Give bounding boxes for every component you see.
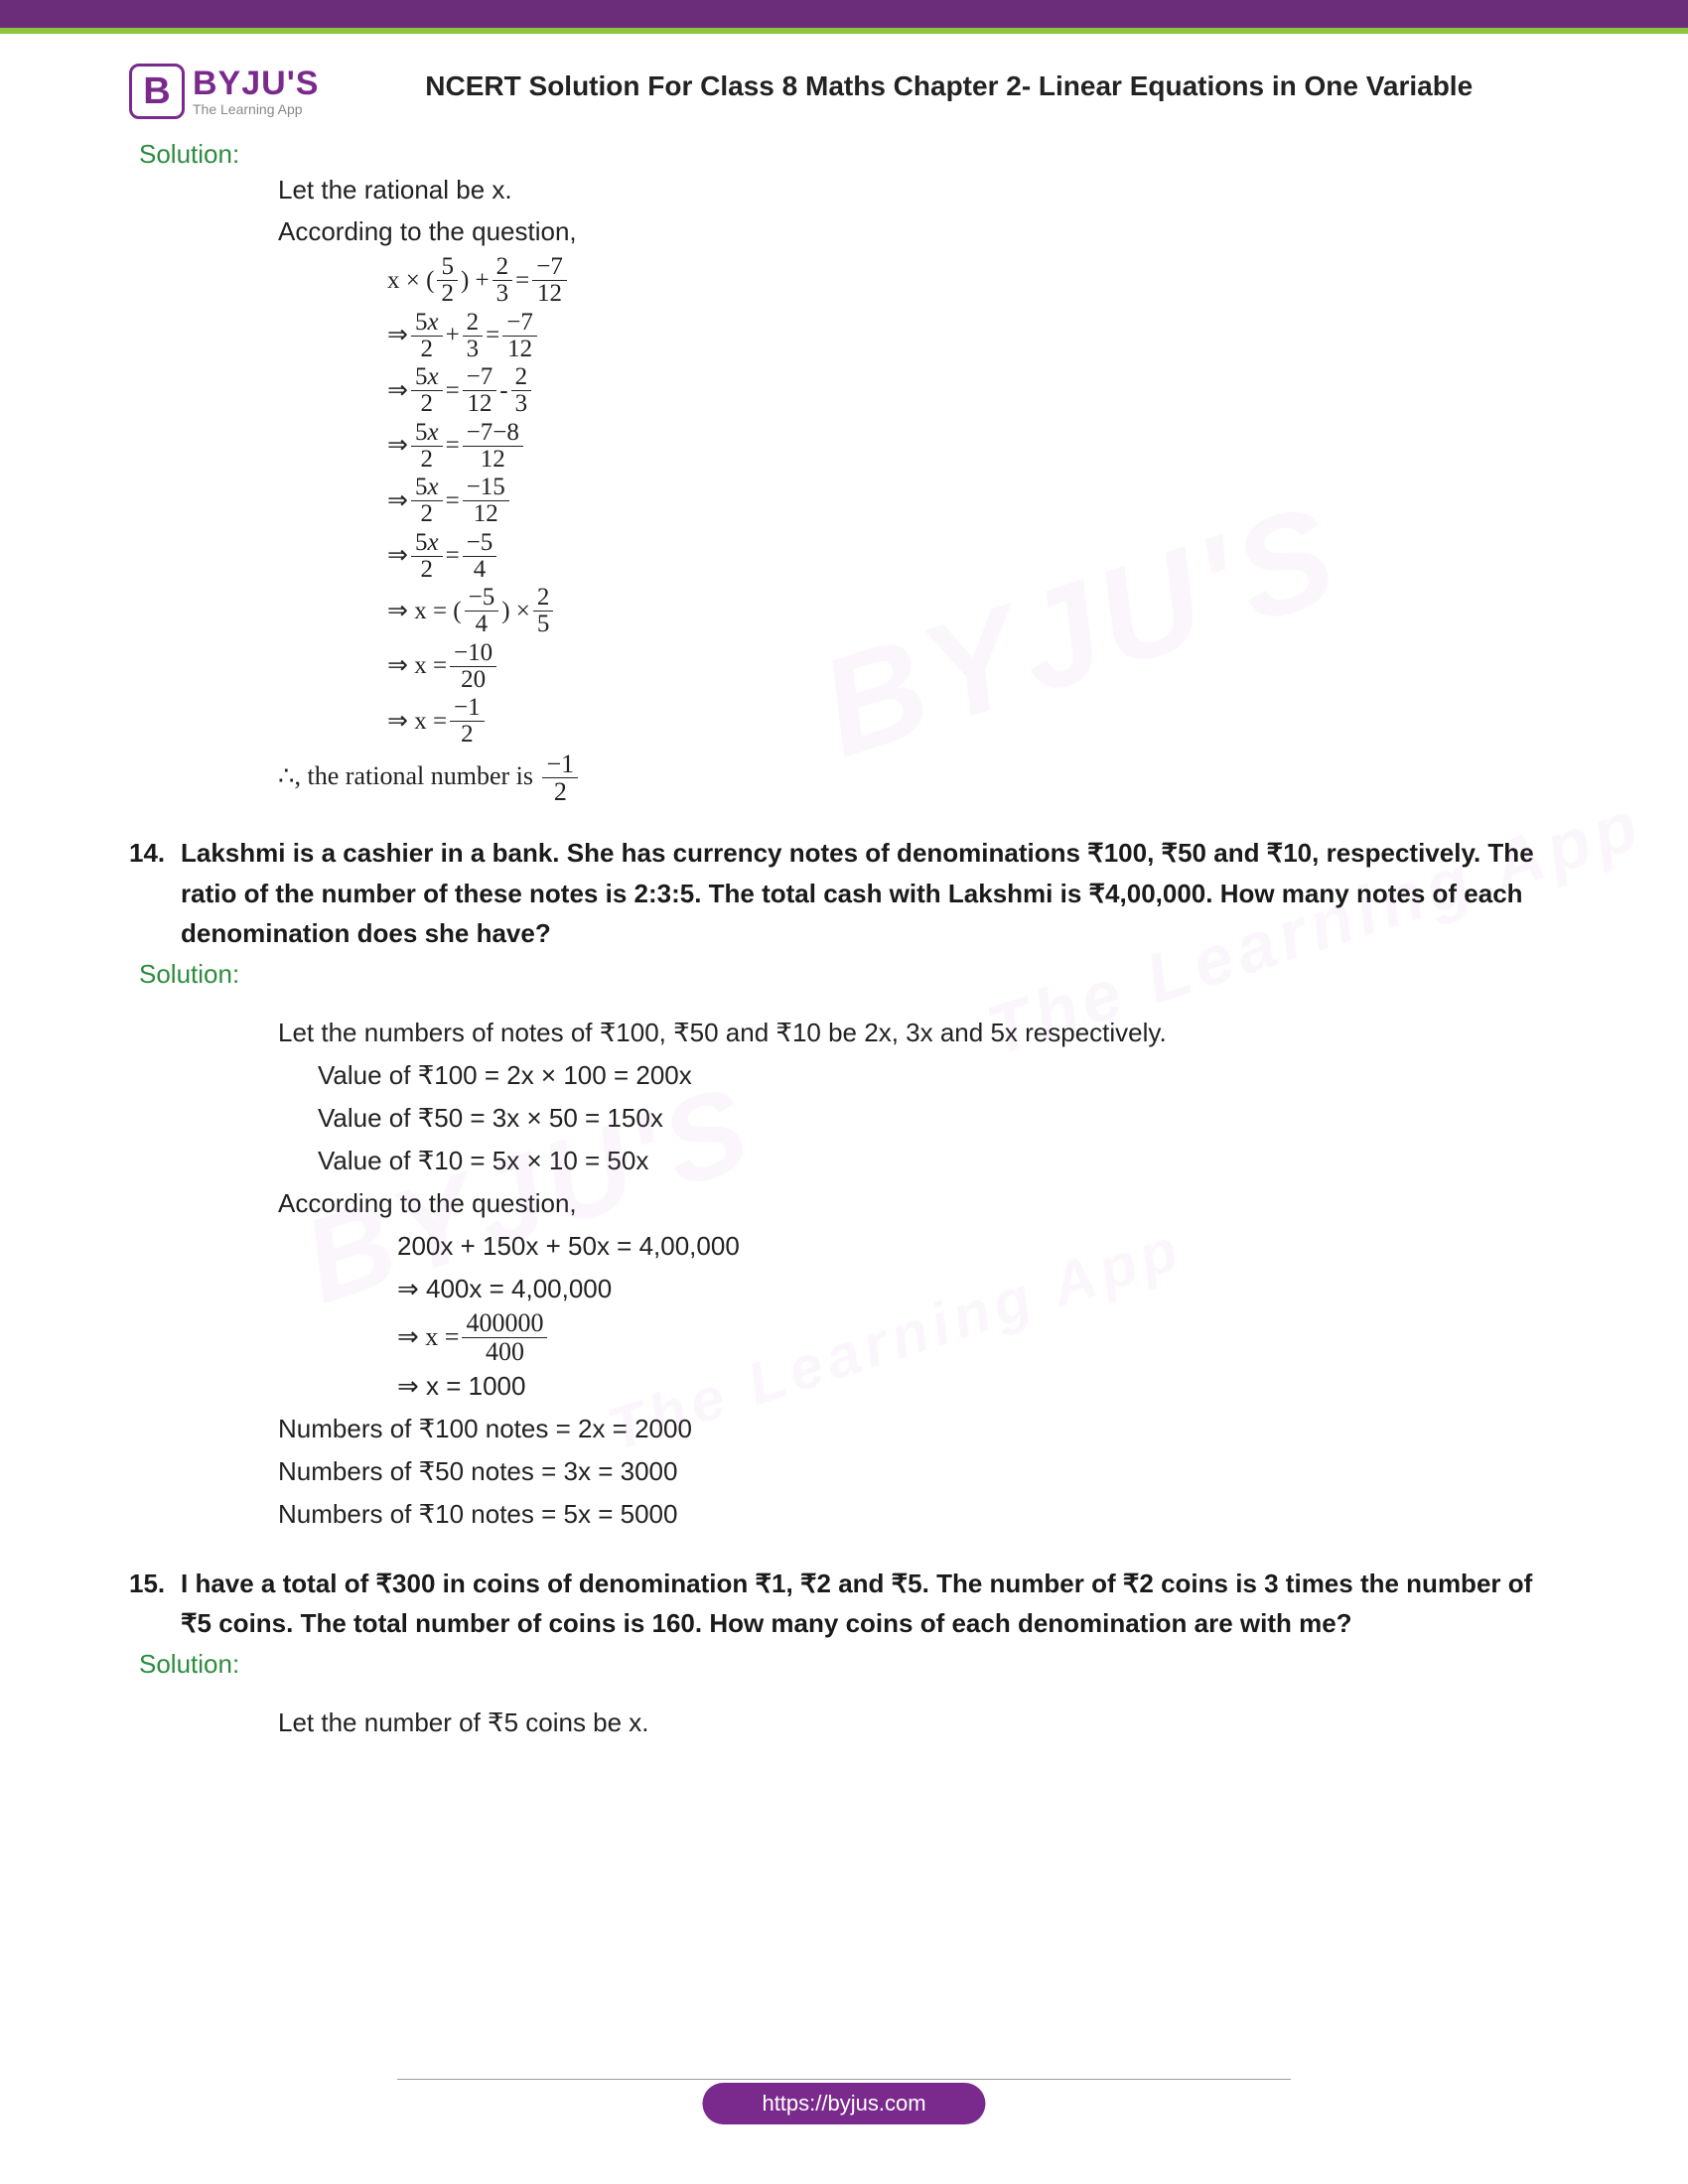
q14-line: Numbers of ₹10 notes = 5x = 5000 bbox=[278, 1493, 1559, 1536]
top-purple-bar bbox=[0, 0, 1688, 28]
question-14: 14. Lakshmi is a cashier in a bank. She … bbox=[129, 833, 1559, 953]
solution-label: Solution: bbox=[139, 1649, 1559, 1680]
q14-line: According to the question, bbox=[278, 1182, 1559, 1225]
q14-line: Numbers of ₹50 notes = 3x = 3000 bbox=[278, 1450, 1559, 1493]
q14-text: Lakshmi is a cashier in a bank. She has … bbox=[181, 833, 1559, 953]
q15-line: Let the number of ₹5 coins be x. bbox=[278, 1702, 1559, 1744]
q13-intro1: Let the rational be x. bbox=[278, 170, 1559, 211]
q14-line: Let the numbers of notes of ₹100, ₹50 an… bbox=[278, 1012, 1559, 1054]
q14-line: Value of ₹100 = 2x × 100 = 200x bbox=[318, 1054, 1559, 1097]
q14-line: Numbers of ₹100 notes = 2x = 2000 bbox=[278, 1408, 1559, 1450]
solution-label: Solution: bbox=[139, 959, 1559, 990]
q14-line: ⇒ x = 400000400 bbox=[397, 1309, 1559, 1365]
logo-tagline: The Learning App bbox=[193, 102, 319, 116]
q13-conclusion: ∴, the rational number is −12 bbox=[278, 751, 1559, 806]
q15-solution: Let the number of ₹5 coins be x. bbox=[278, 1702, 1559, 1744]
question-15: 15. I have a total of ₹300 in coins of d… bbox=[129, 1564, 1559, 1644]
footer-url: https://byjus.com bbox=[702, 2083, 985, 2124]
header: B BYJU'S The Learning App NCERT Solution… bbox=[129, 64, 1559, 119]
q13-math: x × (52) + 23 = −712 ⇒ 5x2 + 23 = −712 ⇒… bbox=[387, 254, 1559, 749]
footer-divider bbox=[397, 2079, 1291, 2080]
q14-line: ⇒ 400x = 4,00,000 bbox=[397, 1268, 1559, 1310]
document-title: NCERT Solution For Class 8 Maths Chapter… bbox=[339, 64, 1559, 105]
q14-line: ⇒ x = 1000 bbox=[397, 1365, 1559, 1408]
solution-label: Solution: bbox=[139, 139, 1559, 170]
q14-number: 14. bbox=[129, 833, 181, 953]
q14-line: Value of ₹10 = 5x × 10 = 50x bbox=[318, 1140, 1559, 1182]
brand-logo: B BYJU'S The Learning App bbox=[129, 64, 319, 119]
q15-number: 15. bbox=[129, 1564, 181, 1644]
q15-text: I have a total of ₹300 in coins of denom… bbox=[181, 1564, 1559, 1644]
q13-intro2: According to the question, bbox=[278, 211, 1559, 253]
q14-solution: Let the numbers of notes of ₹100, ₹50 an… bbox=[278, 1012, 1559, 1535]
logo-name: BYJU'S bbox=[193, 67, 319, 100]
page-content: BYJU'S The Learning App BYJU'S The Learn… bbox=[0, 34, 1688, 1744]
q14-line: Value of ₹50 = 3x × 50 = 150x bbox=[318, 1097, 1559, 1140]
q14-line: 200x + 150x + 50x = 4,00,000 bbox=[397, 1225, 1559, 1268]
logo-badge: B bbox=[129, 64, 185, 119]
